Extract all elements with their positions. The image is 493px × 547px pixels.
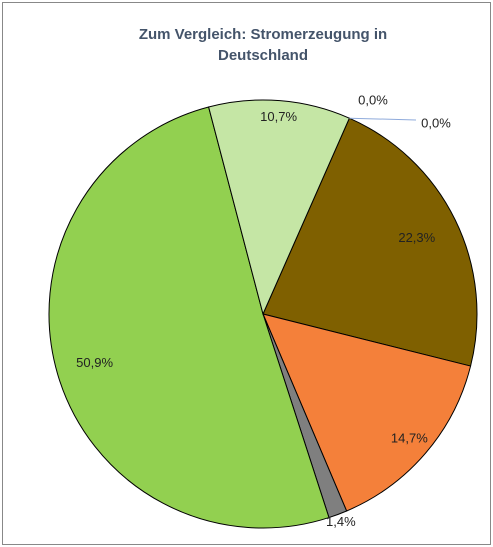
chart-title: Zum Vergleich: Stromerzeugung in Deutsch… (138, 26, 388, 64)
data-label: 14,7% (391, 431, 428, 446)
pie-slice (262, 313, 472, 512)
data-label: 0,0% (358, 92, 388, 107)
data-label: 50,9% (76, 355, 113, 370)
pie-slice (48, 106, 330, 529)
leader-line (349, 117, 417, 121)
data-label: 22,3% (398, 230, 435, 245)
data-label: 1,4% (326, 514, 356, 529)
pie-slice (208, 99, 351, 316)
data-label: 0,0% (421, 115, 451, 130)
pie-slice (262, 117, 478, 367)
data-label: 10,7% (260, 109, 297, 124)
